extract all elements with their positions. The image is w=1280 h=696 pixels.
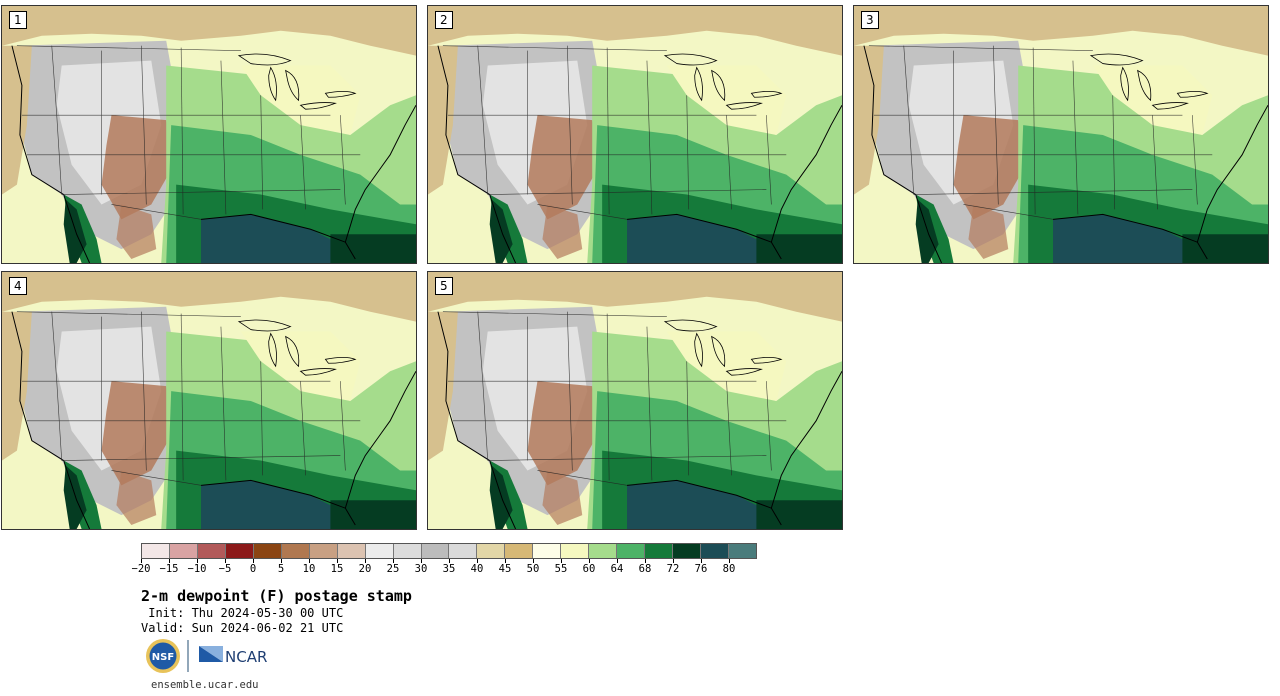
colorbar-tick-label: −15: [159, 563, 179, 575]
ncar-logo-icon: NCAR: [199, 646, 267, 666]
colorbar: [141, 543, 757, 559]
colorbar-tick-label: 0: [249, 563, 257, 575]
colorbar-swatch: [673, 544, 702, 558]
dewpoint-map-3: [854, 6, 1268, 263]
colorbar-tick: [701, 559, 702, 563]
colorbar-swatch: [729, 544, 756, 558]
colorbar-swatch: [393, 544, 422, 558]
panel-label-5: 5: [435, 277, 453, 295]
map-panel-1: 1: [1, 5, 417, 264]
colorbar-tick: [365, 559, 366, 563]
colorbar-swatch: [197, 544, 226, 558]
panel-label-4: 4: [9, 277, 27, 295]
colorbar-tick: [617, 559, 618, 563]
colorbar-tick-label: 25: [386, 563, 400, 575]
colorbar-swatch: [505, 544, 534, 558]
colorbar-tick: [477, 559, 478, 563]
colorbar-tick-label: 45: [498, 563, 512, 575]
colorbar-tick: [673, 559, 674, 563]
dewpoint-map-5: [428, 272, 842, 529]
colorbar-swatch: [169, 544, 198, 558]
ncar-logo-text: NCAR: [225, 648, 267, 666]
colorbar-tick: [589, 559, 590, 563]
colorbar-swatch: [337, 544, 366, 558]
colorbar-swatch: [645, 544, 674, 558]
colorbar-tick: [281, 559, 282, 563]
colorbar-swatch: [225, 544, 254, 558]
colorbar-tick-label: 72: [666, 563, 680, 575]
colorbar-swatch: [533, 544, 562, 558]
colorbar-tick: [645, 559, 646, 563]
colorbar-tick-label: 68: [638, 563, 652, 575]
colorbar-swatch: [617, 544, 646, 558]
panel-label-3: 3: [861, 11, 879, 29]
colorbar-tick-label: 40: [470, 563, 484, 575]
colorbar-tick: [505, 559, 506, 563]
colorbar-swatch: [281, 544, 310, 558]
colorbar-tick-label: 30: [414, 563, 428, 575]
dewpoint-map-1: [2, 6, 416, 263]
colorbar-swatch: [253, 544, 282, 558]
colorbar-swatch: [421, 544, 450, 558]
colorbar-swatch: [142, 544, 170, 558]
colorbar-tick-label: 60: [582, 563, 596, 575]
init-time: Init: Thu 2024-05-30 00 UTC: [141, 606, 344, 620]
colorbar-swatch: [589, 544, 618, 558]
colorbar-tick: [169, 559, 170, 563]
colorbar-tick: [197, 559, 198, 563]
colorbar-swatch: [365, 544, 394, 558]
map-panel-3: 3: [853, 5, 1269, 264]
colorbar-tick: [393, 559, 394, 563]
colorbar-swatch: [309, 544, 338, 558]
map-panel-2: 2: [427, 5, 843, 264]
colorbar-tick-label: 35: [442, 563, 456, 575]
colorbar-swatch: [701, 544, 730, 558]
colorbar-tick: [337, 559, 338, 563]
colorbar-tick-label: 5: [277, 563, 285, 575]
colorbar-ticks: −20 −15 −10 −5 0 5 10 15 20 25 30 35 40 45 50 55 60 64 68 7…: [132, 559, 757, 581]
panel-label-1: 1: [9, 11, 27, 29]
map-panel-5: 5: [427, 271, 843, 530]
colorbar-tick: [253, 559, 254, 563]
nsf-logo-text: NSF: [152, 652, 174, 663]
colorbar-swatch: [449, 544, 478, 558]
colorbar-swatch: [561, 544, 590, 558]
colorbar-tick-label: 15: [330, 563, 344, 575]
colorbar-tick: [561, 559, 562, 563]
colorbar-tick-label: 76: [694, 563, 708, 575]
colorbar-tick-label: −10: [187, 563, 207, 575]
nsf-logo-icon: NSF: [146, 639, 180, 673]
colorbar-tick-label: −20: [131, 563, 151, 575]
colorbar-tick: [225, 559, 226, 563]
colorbar-tick: [309, 559, 310, 563]
valid-time: Valid: Sun 2024-06-02 21 UTC: [141, 621, 344, 635]
logos: NSF NCAR: [146, 639, 267, 673]
colorbar-tick-label: 20: [358, 563, 372, 575]
colorbar-tick-label: 80: [722, 563, 736, 575]
dewpoint-map-4: [2, 272, 416, 529]
colorbar-tick-label: 50: [526, 563, 540, 575]
dewpoint-map-2: [428, 6, 842, 263]
colorbar-tick: [533, 559, 534, 563]
page-title: 2-m dewpoint (F) postage stamp: [141, 587, 412, 605]
colorbar-tick: [449, 559, 450, 563]
colorbar-tick: [729, 559, 730, 563]
footer-url: ensemble.ucar.edu: [151, 679, 259, 691]
colorbar-tick: [421, 559, 422, 563]
colorbar-swatch: [477, 544, 506, 558]
colorbar-tick-label: 10: [302, 563, 316, 575]
colorbar-tick-label: 64: [610, 563, 624, 575]
panel-label-2: 2: [435, 11, 453, 29]
map-panel-4: 4: [1, 271, 417, 530]
colorbar-tick: [141, 559, 142, 563]
colorbar-tick-label: −5: [218, 563, 232, 575]
colorbar-tick-label: 55: [554, 563, 568, 575]
